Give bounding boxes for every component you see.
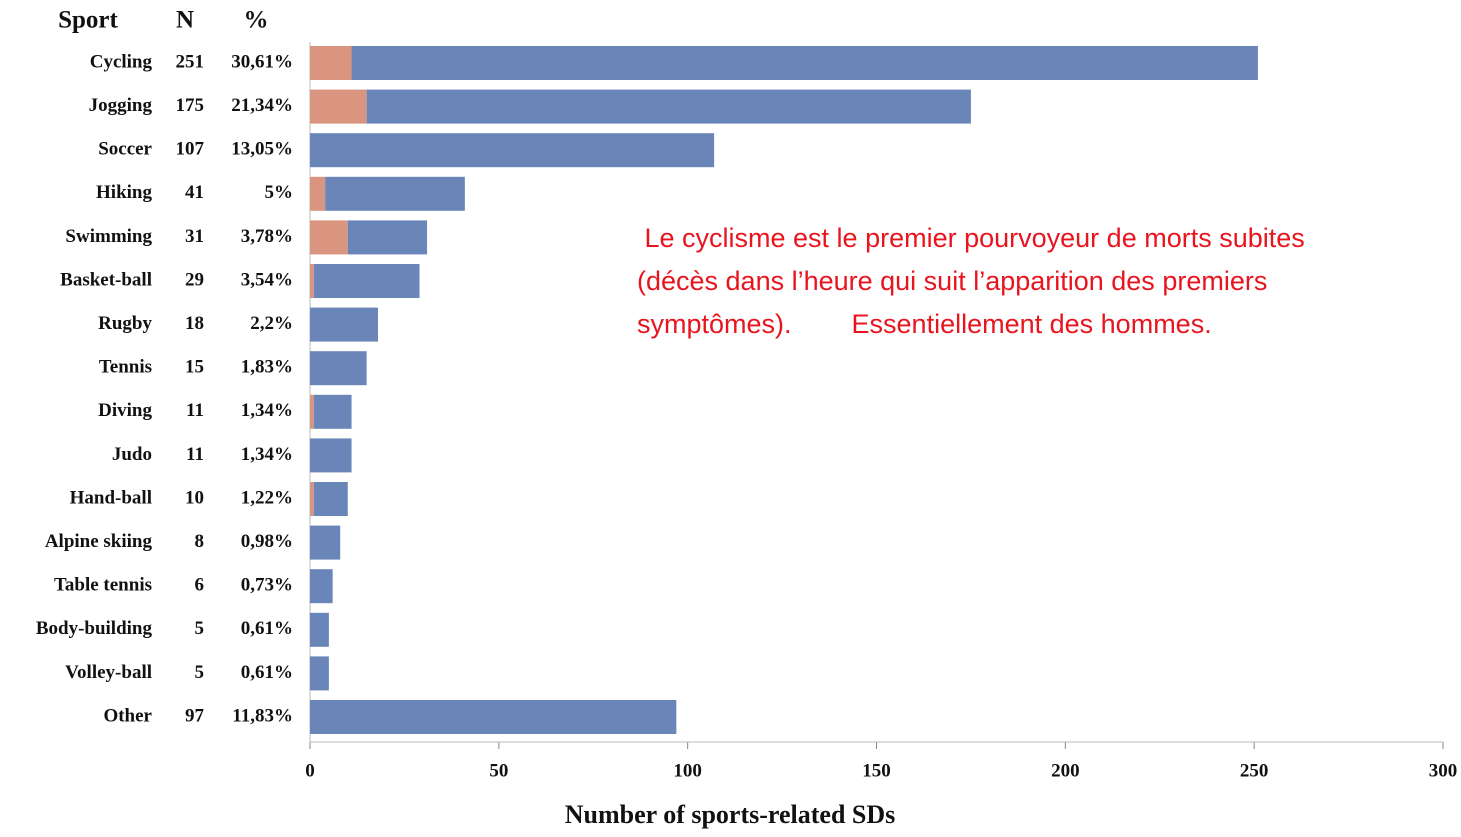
x-tick-label: 150 xyxy=(862,760,891,781)
header-percent: % xyxy=(244,7,269,34)
n-label: 15 xyxy=(185,357,204,378)
percent-label: 0,98% xyxy=(241,531,293,552)
x-tick-label: 300 xyxy=(1429,760,1458,781)
bar-segment xyxy=(347,220,428,255)
n-label: 29 xyxy=(185,269,204,290)
x-tick-label: 50 xyxy=(489,760,508,781)
category-label: Jogging xyxy=(89,95,153,116)
category-label: Basket-ball xyxy=(60,269,152,290)
category-label: Diving xyxy=(98,400,152,421)
percent-label: 1,34% xyxy=(241,444,293,465)
annotation: (décès dans l’heure qui suit l’apparitio… xyxy=(637,266,1267,296)
category-label: Table tennis xyxy=(54,575,152,596)
category-label: Rugby xyxy=(98,313,152,334)
bar-segment xyxy=(310,482,314,516)
category-label: Body-building xyxy=(36,618,153,639)
percent-label: 1,83% xyxy=(241,357,293,378)
n-label: 8 xyxy=(195,531,205,552)
n-label: 5 xyxy=(195,662,205,683)
header-sport: Sport xyxy=(58,7,118,34)
category-label: Soccer xyxy=(98,139,152,160)
bar-segment xyxy=(310,89,367,124)
annotation: Le cyclisme est le premier pourvoyeur de… xyxy=(637,223,1305,253)
bar-segment xyxy=(310,176,326,211)
n-label: 5 xyxy=(195,618,205,639)
percent-label: 30,61% xyxy=(231,51,293,72)
category-label: Swimming xyxy=(65,226,152,247)
category-label: Judo xyxy=(112,444,152,465)
percent-label: 1,22% xyxy=(241,487,293,508)
bar-segment xyxy=(310,133,715,168)
x-tick-label: 0 xyxy=(305,760,315,781)
bar-segment xyxy=(310,394,314,429)
n-label: 41 xyxy=(185,182,204,203)
x-tick-label: 100 xyxy=(673,760,702,781)
header-n: N xyxy=(176,7,194,34)
percent-label: 1,34% xyxy=(241,400,293,421)
x-tick-label: 250 xyxy=(1240,760,1269,781)
percent-label: 21,34% xyxy=(231,95,293,116)
n-label: 11 xyxy=(186,400,204,421)
n-label: 11 xyxy=(186,444,204,465)
n-label: 251 xyxy=(176,51,205,72)
annotation: symptômes). Essentiellement des hommes. xyxy=(637,309,1212,339)
category-label: Cycling xyxy=(90,51,153,72)
n-label: 31 xyxy=(185,226,204,247)
bar-segment xyxy=(325,176,465,211)
n-label: 97 xyxy=(185,705,205,726)
percent-label: 0,61% xyxy=(241,618,293,639)
percent-label: 3,78% xyxy=(241,226,293,247)
category-label: Tennis xyxy=(99,357,152,378)
percent-label: 0,73% xyxy=(241,575,293,596)
x-tick-label: 200 xyxy=(1051,760,1080,781)
bar-segment xyxy=(310,525,341,560)
bar-segment xyxy=(310,438,352,473)
bar-segment xyxy=(310,46,352,80)
n-label: 107 xyxy=(176,139,205,160)
percent-label: 2,2% xyxy=(250,313,293,334)
bar-segment xyxy=(310,220,348,255)
percent-label: 5% xyxy=(265,182,294,203)
bar-segment xyxy=(310,612,329,647)
x-axis-label: Number of sports-related SDs xyxy=(565,800,896,829)
percent-label: 13,05% xyxy=(231,139,293,160)
category-label: Hand-ball xyxy=(70,487,152,508)
bar-segment xyxy=(310,700,677,734)
bar-segment xyxy=(310,307,378,342)
category-label: Volley-ball xyxy=(65,662,152,683)
percent-label: 3,54% xyxy=(241,269,293,290)
n-label: 10 xyxy=(185,487,204,508)
bar-segment xyxy=(313,482,348,516)
bar-segment xyxy=(310,351,367,386)
bar-segment xyxy=(313,264,420,298)
n-label: 18 xyxy=(185,313,204,334)
bar-segment xyxy=(310,569,333,604)
bar-segment xyxy=(366,89,971,124)
percent-label: 11,83% xyxy=(232,705,293,726)
percent-label: 0,61% xyxy=(241,662,293,683)
category-label: Hiking xyxy=(96,182,152,203)
n-label: 6 xyxy=(195,575,205,596)
bar-segment xyxy=(310,264,314,298)
bar-segment xyxy=(310,656,329,691)
category-label: Alpine skiing xyxy=(45,531,153,552)
bar-segment xyxy=(313,394,352,429)
n-label: 175 xyxy=(176,95,205,116)
bar-segment xyxy=(351,46,1258,80)
category-label: Other xyxy=(103,705,152,726)
